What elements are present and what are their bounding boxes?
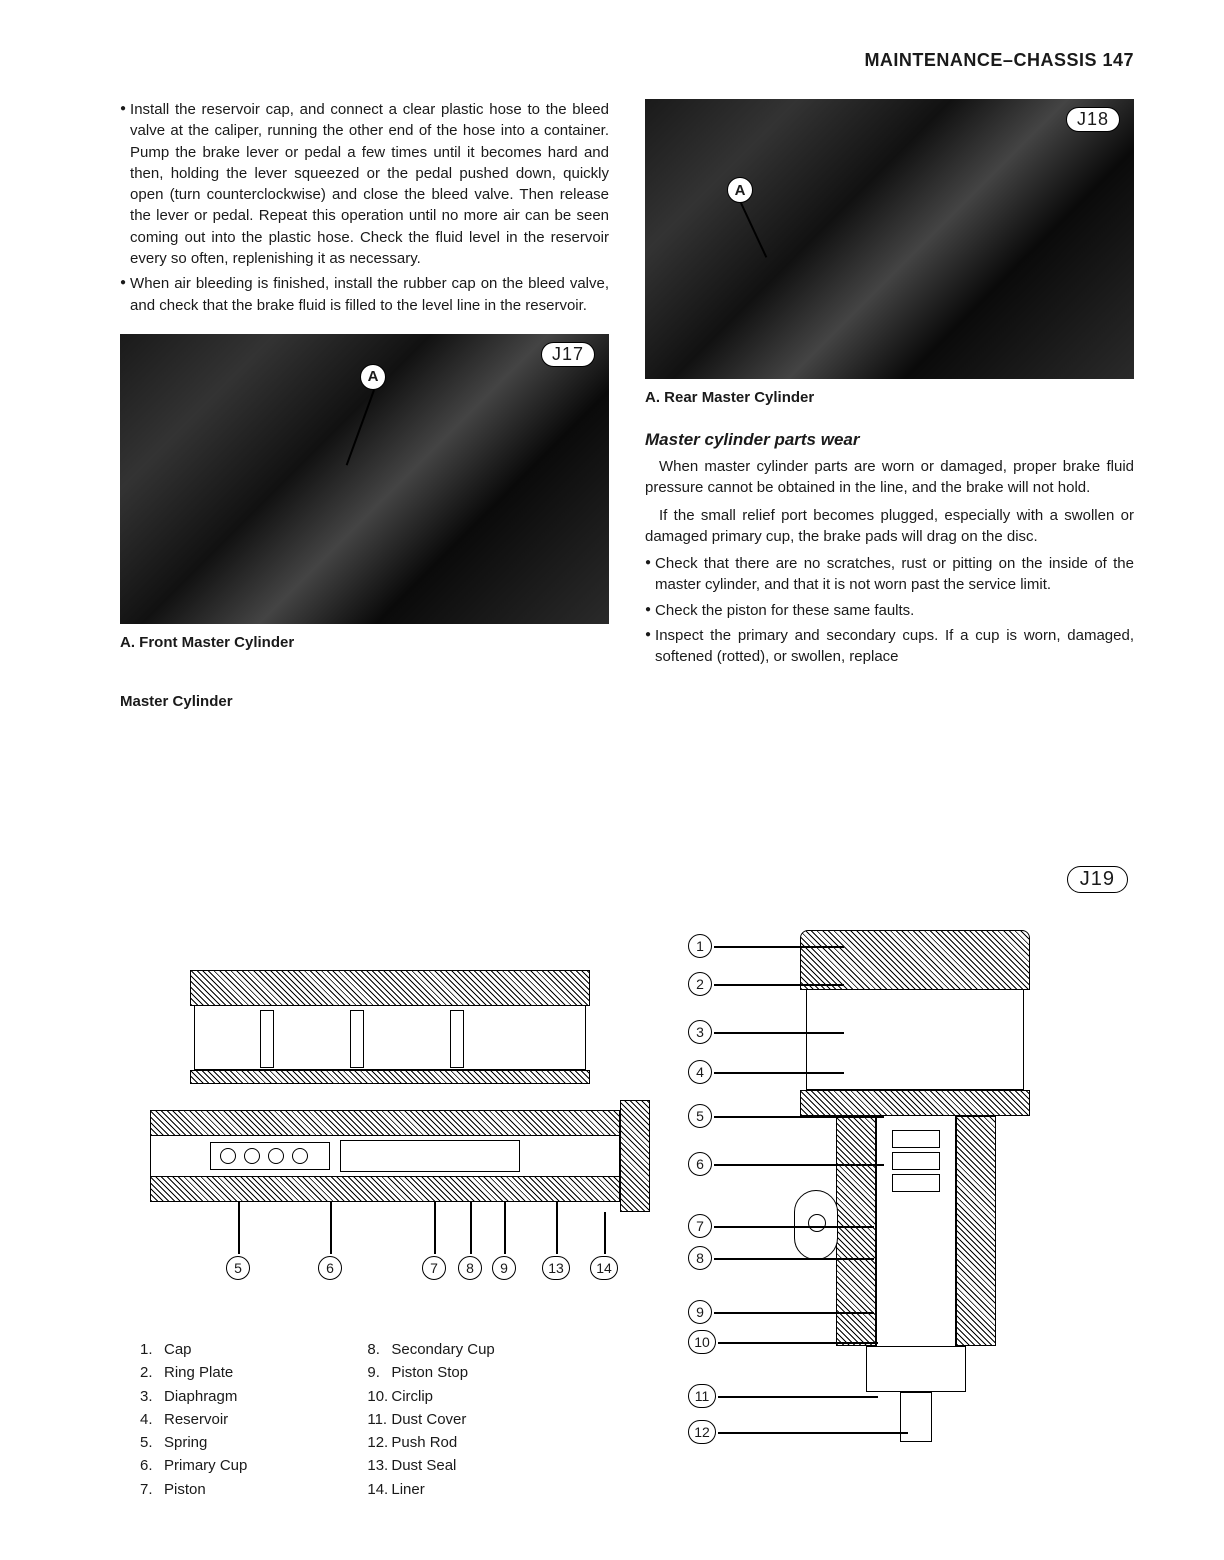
figure-badge: J18 bbox=[1066, 107, 1120, 132]
parts-list-item: 5.Spring bbox=[140, 1431, 247, 1454]
master-cylinder-diagram: 567891314 123456789101112 bbox=[120, 950, 1134, 1330]
diagram-callout: 8 bbox=[688, 1246, 712, 1270]
diagram-callout: 9 bbox=[492, 1256, 516, 1280]
body-text: If the small relief port becomes plugged… bbox=[645, 505, 1134, 548]
diagram-callout: 6 bbox=[688, 1152, 712, 1176]
diagram-left-crosssection: 567891314 bbox=[150, 970, 650, 1250]
diagram-callout: 1 bbox=[688, 934, 712, 958]
subheading: Master cylinder parts wear bbox=[645, 430, 1134, 450]
figure-badge: J17 bbox=[541, 342, 595, 367]
figure-caption: A. Front Master Cylinder bbox=[120, 634, 609, 651]
figure-pointer-a: A bbox=[727, 177, 753, 203]
parts-list-col2: 8.Secondary Cup9.Piston Stop10.Circlip11… bbox=[367, 1338, 494, 1501]
diagram-callout: 11 bbox=[688, 1384, 716, 1408]
diagram-callout: 3 bbox=[688, 1020, 712, 1044]
diagram-callout: 5 bbox=[226, 1256, 250, 1280]
instruction-bullet: Check the piston for these same faults. bbox=[645, 600, 1134, 621]
instruction-bullet: Install the reservoir cap, and connect a… bbox=[120, 99, 609, 269]
diagram-callout: 7 bbox=[688, 1214, 712, 1238]
diagram-callout: 10 bbox=[688, 1330, 716, 1354]
figure-badge-j19: J19 bbox=[1067, 866, 1128, 893]
parts-list-item: 6.Primary Cup bbox=[140, 1454, 247, 1477]
parts-list-item: 1.Cap bbox=[140, 1338, 247, 1361]
body-text: When master cylinder parts are worn or d… bbox=[645, 456, 1134, 499]
parts-list: 1.Cap2.Ring Plate3.Diaphragm4.Reservoir5… bbox=[140, 1338, 495, 1501]
diagram-callout: 9 bbox=[688, 1300, 712, 1324]
parts-list-item: 4.Reservoir bbox=[140, 1408, 247, 1431]
parts-list-item: 10.Circlip bbox=[367, 1385, 494, 1408]
instruction-bullet: When air bleeding is finished, install t… bbox=[120, 273, 609, 316]
parts-list-item: 7.Piston bbox=[140, 1478, 247, 1501]
parts-list-item: 14.Liner bbox=[367, 1478, 494, 1501]
parts-list-col1: 1.Cap2.Ring Plate3.Diaphragm4.Reservoir5… bbox=[140, 1338, 247, 1501]
instruction-bullet: Inspect the primary and secondary cups. … bbox=[645, 625, 1134, 668]
page-header: MAINTENANCE–CHASSIS 147 bbox=[120, 50, 1134, 71]
body-text: When air bleeding is finished, install t… bbox=[130, 273, 609, 316]
diagram-callout: 2 bbox=[688, 972, 712, 996]
figure-caption: A. Rear Master Cylinder bbox=[645, 389, 1134, 406]
parts-list-item: 3.Diaphragm bbox=[140, 1385, 247, 1408]
diagram-callout: 7 bbox=[422, 1256, 446, 1280]
parts-list-item: 13.Dust Seal bbox=[367, 1454, 494, 1477]
parts-list-item: 8.Secondary Cup bbox=[367, 1338, 494, 1361]
diagram-callout: 4 bbox=[688, 1060, 712, 1084]
two-column-layout: Install the reservoir cap, and connect a… bbox=[120, 99, 1134, 710]
diagram-callout: 6 bbox=[318, 1256, 342, 1280]
body-text: Inspect the primary and secondary cups. … bbox=[655, 625, 1134, 668]
pointer-line bbox=[740, 203, 767, 258]
section-label: Master Cylinder bbox=[120, 693, 609, 710]
diagram-right-crosssection: 123456789101112 bbox=[750, 930, 1080, 1450]
figure-pointer-a: A bbox=[360, 364, 386, 390]
left-column: Install the reservoir cap, and connect a… bbox=[120, 99, 609, 710]
pointer-line bbox=[346, 390, 375, 466]
body-text: Check that there are no scratches, rust … bbox=[655, 553, 1134, 596]
figure-j17-photo: J17 A bbox=[120, 334, 609, 624]
instruction-bullet: Check that there are no scratches, rust … bbox=[645, 553, 1134, 596]
right-column: J18 A A. Rear Master Cylinder Master cyl… bbox=[645, 99, 1134, 710]
parts-list-item: 2.Ring Plate bbox=[140, 1361, 247, 1384]
parts-list-item: 12.Push Rod bbox=[367, 1431, 494, 1454]
diagram-callout: 13 bbox=[542, 1256, 570, 1280]
diagram-callout: 12 bbox=[688, 1420, 716, 1444]
body-text: Install the reservoir cap, and connect a… bbox=[130, 99, 609, 269]
parts-list-item: 9.Piston Stop bbox=[367, 1361, 494, 1384]
diagram-callout: 8 bbox=[458, 1256, 482, 1280]
body-text: Check the piston for these same faults. bbox=[655, 600, 914, 621]
parts-list-item: 11.Dust Cover bbox=[367, 1408, 494, 1431]
diagram-callout: 5 bbox=[688, 1104, 712, 1128]
diagram-callout: 14 bbox=[590, 1256, 618, 1280]
figure-j18-photo: J18 A bbox=[645, 99, 1134, 379]
